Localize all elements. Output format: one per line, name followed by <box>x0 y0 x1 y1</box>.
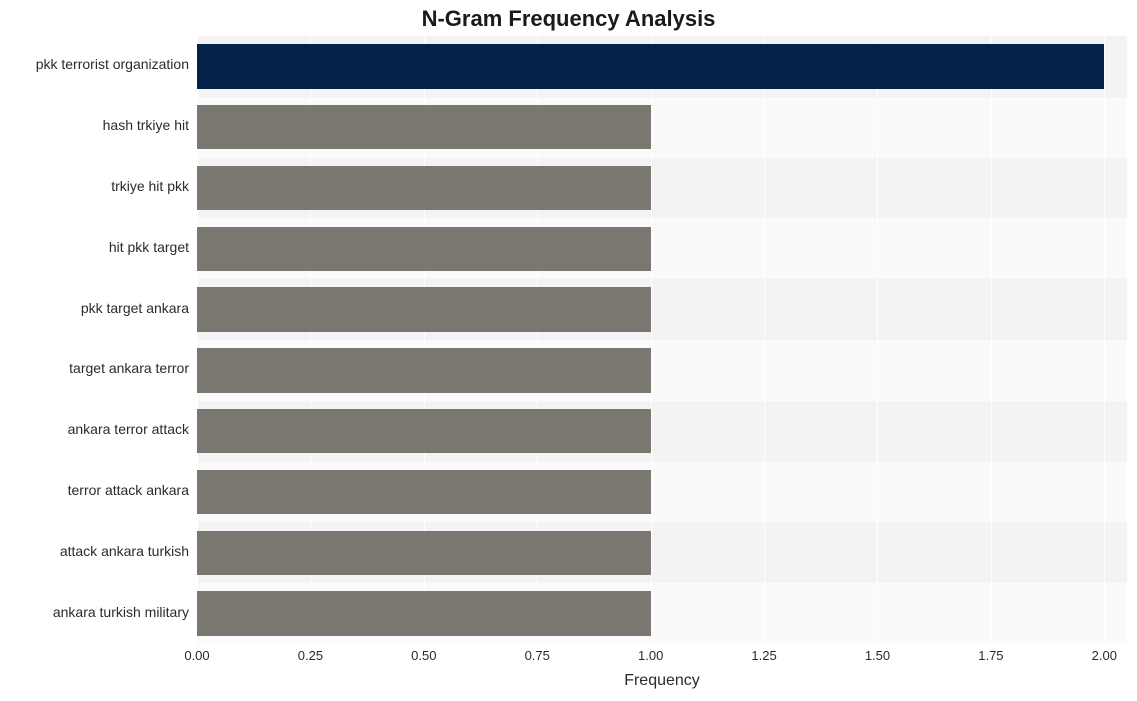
x-tick-label: 0.75 <box>525 648 550 663</box>
bar <box>197 166 651 210</box>
y-tick-label: pkk target ankara <box>0 301 189 316</box>
bar <box>197 348 651 392</box>
y-tick-label: hit pkk target <box>0 240 189 255</box>
grid-line <box>1104 36 1105 644</box>
x-tick-label: 1.00 <box>638 648 663 663</box>
plot-area <box>197 36 1127 644</box>
bar <box>197 409 651 453</box>
bar <box>197 105 651 149</box>
x-tick-label: 2.00 <box>1092 648 1117 663</box>
x-tick-label: 1.75 <box>978 648 1003 663</box>
x-tick-label: 1.50 <box>865 648 890 663</box>
bar <box>197 591 651 635</box>
x-tick-label: 0.50 <box>411 648 436 663</box>
grid-line <box>764 36 765 644</box>
grid-line <box>651 36 652 644</box>
y-tick-label: attack ankara turkish <box>0 544 189 559</box>
y-tick-label: hash trkiye hit <box>0 118 189 133</box>
bar <box>197 287 651 331</box>
ngram-frequency-chart: N-Gram Frequency Analysis Frequency 0.00… <box>0 0 1137 701</box>
grid-line <box>991 36 992 644</box>
chart-title: N-Gram Frequency Analysis <box>0 6 1137 32</box>
bar <box>197 227 651 271</box>
bar <box>197 44 1104 88</box>
y-tick-label: ankara terror attack <box>0 422 189 437</box>
y-tick-label: trkiye hit pkk <box>0 179 189 194</box>
bar <box>197 470 651 514</box>
y-tick-label: pkk terrorist organization <box>0 57 189 72</box>
x-tick-label: 0.00 <box>184 648 209 663</box>
y-tick-label: target ankara terror <box>0 361 189 376</box>
grid-line <box>877 36 878 644</box>
x-tick-label: 0.25 <box>298 648 323 663</box>
bar <box>197 531 651 575</box>
y-tick-label: terror attack ankara <box>0 483 189 498</box>
y-tick-label: ankara turkish military <box>0 605 189 620</box>
x-tick-label: 1.25 <box>751 648 776 663</box>
x-axis-title: Frequency <box>197 672 1127 690</box>
